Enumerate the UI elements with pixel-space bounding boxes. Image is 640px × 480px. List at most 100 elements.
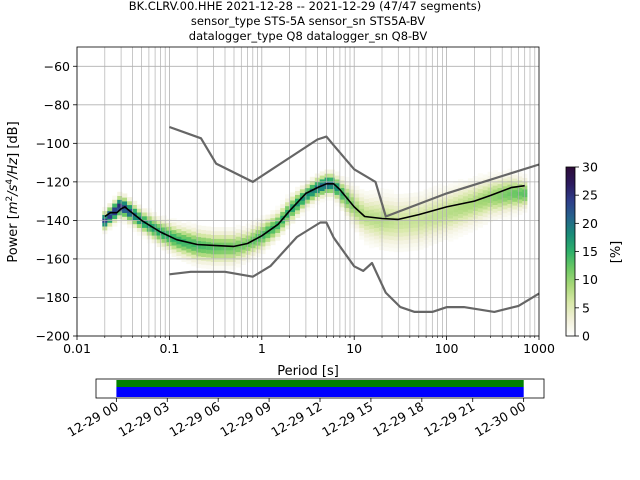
timeline-tick-label: 12-29 18 bbox=[370, 399, 426, 440]
histogram-cell bbox=[319, 175, 325, 180]
histogram-cell bbox=[428, 206, 434, 212]
histogram-cell bbox=[280, 211, 286, 216]
histogram-cell bbox=[112, 203, 118, 208]
histogram-cell bbox=[146, 239, 152, 244]
histogram-cell bbox=[487, 214, 493, 219]
histogram-cell bbox=[418, 203, 424, 208]
histogram-cell bbox=[374, 235, 380, 240]
histogram-cell bbox=[374, 192, 380, 198]
histogram-cell bbox=[255, 225, 261, 231]
histogram-cell bbox=[344, 211, 350, 216]
histogram-cell bbox=[418, 245, 424, 250]
histogram-cell bbox=[132, 220, 138, 225]
histogram-cell bbox=[388, 231, 394, 237]
histogram-cell bbox=[398, 247, 404, 253]
histogram-cell bbox=[398, 236, 404, 241]
histogram-cell bbox=[290, 215, 296, 220]
histogram-cell bbox=[388, 247, 394, 252]
histogram-cell bbox=[413, 215, 419, 220]
histogram-cell bbox=[176, 244, 182, 249]
histogram-cell bbox=[216, 257, 222, 262]
histogram-cell bbox=[497, 203, 503, 208]
histogram-cell bbox=[255, 252, 261, 258]
histogram-cell bbox=[225, 253, 231, 259]
histogram-cell bbox=[512, 205, 518, 210]
timeline-tick-label: 12-29 21 bbox=[421, 399, 477, 440]
histogram-cell bbox=[403, 235, 409, 240]
histogram-cell bbox=[290, 200, 296, 205]
histogram-cell bbox=[369, 197, 375, 202]
histogram-cell bbox=[290, 196, 296, 201]
histogram-cell bbox=[477, 200, 483, 205]
histogram-cell bbox=[462, 207, 469, 212]
histogram-cell bbox=[492, 177, 498, 182]
histogram-cell bbox=[374, 219, 380, 225]
histogram-cell bbox=[492, 200, 498, 205]
histogram-cell bbox=[443, 208, 449, 213]
histogram-cell bbox=[502, 197, 508, 202]
histogram-cell bbox=[467, 228, 474, 233]
histogram-cell bbox=[220, 230, 227, 235]
histogram-cell bbox=[393, 194, 399, 199]
histogram-cell bbox=[299, 204, 306, 209]
histogram-cell bbox=[438, 191, 444, 196]
histogram-cell bbox=[161, 234, 167, 239]
histogram-cell bbox=[220, 238, 227, 243]
histogram-cell bbox=[344, 207, 350, 212]
timeline-tick-label: 12-30 00 bbox=[472, 399, 528, 440]
histogram-cell bbox=[458, 225, 464, 230]
histogram-cell bbox=[359, 220, 365, 225]
x-axis: 0.01 0.1 1 10 100 1000 bbox=[63, 336, 555, 356]
histogram-cell bbox=[260, 226, 266, 231]
histogram-cell bbox=[472, 206, 478, 211]
histogram-cell bbox=[359, 196, 365, 202]
histogram-cell bbox=[472, 183, 478, 188]
histogram-cell bbox=[146, 227, 152, 232]
histogram-cell bbox=[275, 205, 281, 210]
histogram-cell bbox=[433, 201, 439, 206]
histogram-cell bbox=[413, 242, 419, 247]
histogram-cell bbox=[403, 193, 409, 198]
histogram-cell bbox=[260, 222, 266, 228]
histogram-cell bbox=[344, 200, 350, 205]
histogram-cell bbox=[492, 216, 498, 221]
histogram-cell bbox=[240, 226, 246, 231]
histogram-cell bbox=[467, 182, 474, 187]
histogram-cell bbox=[403, 243, 409, 248]
histogram-cell bbox=[280, 230, 286, 236]
histogram-cell bbox=[502, 182, 508, 187]
histogram-cell bbox=[467, 189, 474, 195]
histogram-cell bbox=[324, 196, 330, 201]
histogram-cell bbox=[408, 193, 414, 198]
histogram-cell bbox=[225, 242, 231, 247]
histogram-cell bbox=[122, 220, 128, 225]
histogram-cell bbox=[161, 223, 167, 228]
histogram-cell bbox=[176, 240, 182, 245]
histogram-cell bbox=[304, 191, 311, 196]
histogram-cell bbox=[191, 223, 197, 228]
histogram-cell bbox=[453, 231, 459, 236]
histogram-cell bbox=[438, 183, 444, 188]
histogram-cell bbox=[230, 265, 236, 270]
histogram-cell bbox=[146, 212, 152, 217]
histogram-cell bbox=[477, 184, 483, 190]
histogram-cell bbox=[408, 220, 414, 225]
histogram-cell bbox=[260, 249, 266, 255]
histogram-cell bbox=[398, 232, 404, 237]
histogram-cell bbox=[413, 223, 419, 228]
histogram-cell bbox=[117, 211, 123, 216]
x-axis-label: Period [s] bbox=[277, 364, 339, 379]
histogram-cell bbox=[191, 238, 197, 244]
histogram-cell bbox=[467, 213, 474, 218]
histogram-cell bbox=[156, 219, 162, 224]
histogram-cell bbox=[225, 261, 231, 266]
histogram-cell bbox=[196, 225, 202, 230]
histogram-cell bbox=[295, 202, 301, 207]
histogram-cell bbox=[374, 223, 380, 228]
histogram-cell bbox=[458, 217, 464, 222]
histogram-cell bbox=[467, 186, 474, 191]
histogram-cell bbox=[141, 212, 148, 217]
histogram-cell bbox=[393, 244, 399, 249]
histogram-cell bbox=[196, 236, 202, 241]
histogram-cell bbox=[324, 192, 330, 197]
